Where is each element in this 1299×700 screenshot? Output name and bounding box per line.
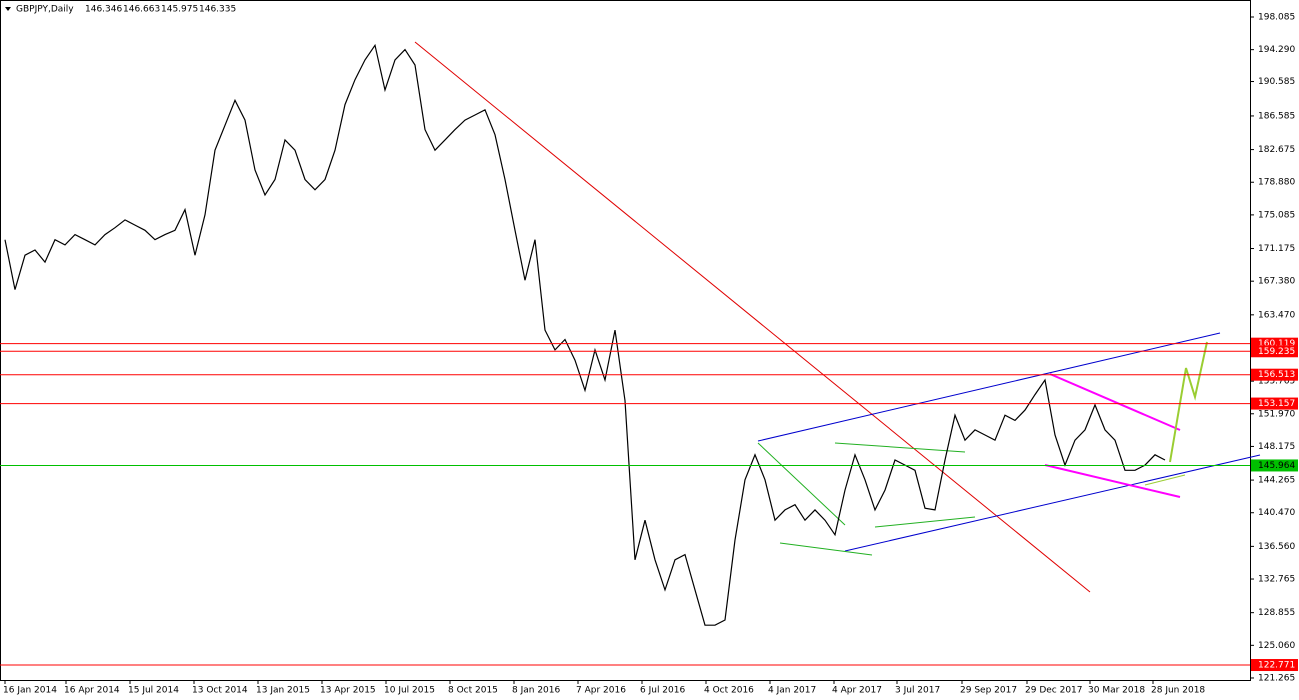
price-line [4,43,1166,626]
channel-line [844,454,1261,552]
triangle-line [834,442,966,453]
triangle-line [757,442,846,526]
level-label: 159.235 [1258,347,1295,357]
y-tick-label: 140.470 [1258,508,1295,518]
x-tick-label: 29 Dec 2017 [1025,686,1083,696]
header-value: 146.663 [123,5,160,15]
y-tick-label: 167.380 [1258,277,1295,287]
x-tick-label: 4 Oct 2016 [704,686,754,696]
level-label: 122.771 [1258,661,1295,671]
y-tick-label: 151.970 [1258,409,1295,419]
header-value: 145.975 [161,5,198,15]
trend-line [414,41,1091,593]
x-tick-label: 15 Jul 2014 [128,686,179,696]
x-tick-label: 16 Jan 2014 [3,686,57,696]
wedge-line [1044,464,1181,498]
y-tick-label: 148.175 [1258,442,1295,452]
level-label: 145.964 [1258,461,1295,471]
level-label: 156.513 [1258,370,1295,380]
level-label: 160.119 [1258,339,1295,349]
projection-line [1144,474,1186,486]
triangle-line [874,516,976,528]
x-tick-label: 6 Jul 2016 [640,686,685,696]
y-tick-label: 186.585 [1258,111,1295,121]
y-tick-label: 136.560 [1258,542,1295,552]
x-tick-label: 13 Jan 2015 [256,686,310,696]
x-tick-label: 4 Apr 2017 [832,686,882,696]
x-tick-label: 8 Oct 2015 [448,686,498,696]
y-tick-label: 182.675 [1258,145,1295,155]
x-tick-label: 7 Apr 2016 [576,686,626,696]
x-tick-label: 16 Apr 2014 [64,686,120,696]
y-tick-label: 198.085 [1258,12,1295,22]
x-tick-label: 3 Jul 2017 [895,686,940,696]
level-label: 153.157 [1258,399,1295,409]
plot-frame [0,0,1251,681]
x-tick-label: 28 Jun 2018 [1151,686,1205,696]
x-tick-label: 4 Jan 2017 [768,686,816,696]
x-tick-label: 13 Apr 2015 [320,686,376,696]
y-tick-label: 121.265 [1258,673,1295,683]
y-tick-label: 128.855 [1258,608,1295,618]
level-label-box [1251,345,1298,358]
header-value: 146.346 [85,5,122,15]
level-label-box [1251,659,1298,672]
y-tick-label: 144.265 [1258,476,1295,486]
y-tick-label: 125.060 [1258,641,1295,651]
level-label-box [1251,368,1298,381]
level-label-box [1251,459,1298,472]
x-tick-label: 10 Jul 2015 [384,686,435,696]
y-tick-label: 163.470 [1258,310,1295,320]
chart-title: GBPJPY,Daily [16,5,74,15]
projection-path [1169,341,1208,463]
drawings [414,41,1261,593]
x-tick-label: 30 Mar 2018 [1088,686,1145,696]
y-tick-label: 178.880 [1258,178,1295,188]
wedge-line [1049,373,1181,431]
triangle-line [779,542,873,556]
y-tick-label: 171.175 [1258,244,1295,254]
y-tick-label: 175.085 [1258,210,1295,220]
x-tick-label: 8 Jan 2016 [512,686,560,696]
menu-triangle[interactable] [5,7,11,11]
header-value: 146.335 [199,5,236,15]
y-tick-label: 155.765 [1258,377,1295,387]
x-tick-label: 29 Sep 2017 [960,686,1017,696]
y-tick-label: 194.290 [1258,45,1295,55]
level-label-box [1251,397,1298,410]
y-tick-label: 132.765 [1258,575,1295,585]
y-tick-label: 190.585 [1258,77,1295,87]
x-tick-label: 13 Oct 2014 [192,686,248,696]
header-values: 146.346 146.663 145.975 146.335 [85,5,236,15]
